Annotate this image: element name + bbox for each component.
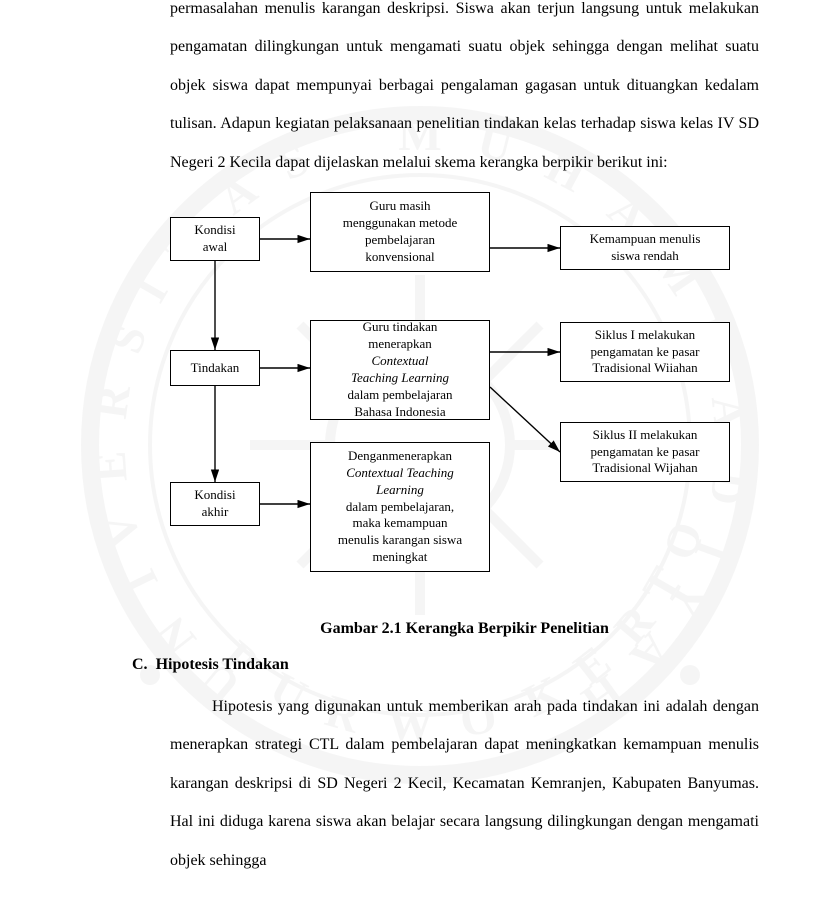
node-text: dalam pembelajaran, [346, 499, 454, 516]
node-text: Kemampuan menulis [590, 231, 701, 248]
node-text: maka kemampuan [353, 515, 448, 532]
figure-caption: Gambar 2.1 Kerangka Berpikir Penelitian [170, 620, 759, 638]
page-content: permasalahan menulis karangan deskripsi.… [0, 0, 839, 880]
node-text: Contextual Teaching [346, 465, 454, 482]
node-text: pengamatan ke pasar [590, 344, 699, 361]
node-kondisi-awal: Kondisi awal [170, 217, 260, 261]
node-text: Bahasa Indonesia [354, 404, 445, 421]
node-text: dalam pembelajaran [347, 387, 452, 404]
node-text: Tradisional Wiiahan [592, 360, 697, 377]
node-text: meningkat [373, 549, 428, 566]
node-text: siswa rendah [611, 248, 679, 265]
node-text: menggunakan metode [343, 215, 457, 232]
intro-paragraph: permasalahan menulis karangan deskripsi.… [170, 0, 759, 182]
node-text: Siklus I melakukan [595, 327, 695, 344]
node-kondisi-akhir: Kondisi akhir [170, 482, 260, 526]
node-kemampuan: Kemampuan menulis siswa rendah [560, 226, 730, 270]
node-text: Siklus II melakukan [593, 427, 698, 444]
node-text: Kondisi [194, 487, 235, 504]
node-guru-tindakan: Guru tindakan menerapkan Contextual Teac… [310, 320, 490, 420]
section-heading: C. Hipotesis Tindakan [132, 656, 759, 674]
node-tindakan: Tindakan [170, 350, 260, 386]
node-dengan: Denganmenerapkan Contextual Teaching Lea… [310, 442, 490, 572]
section-title: Hipotesis Tindakan [156, 656, 289, 673]
node-text: Teaching Learning [351, 370, 449, 387]
node-text: pengamatan ke pasar [590, 444, 699, 461]
node-text: Learning [376, 482, 424, 499]
node-siklus-2: Siklus II melakukan pengamatan ke pasar … [560, 422, 730, 482]
node-text: Denganmenerapkan [348, 448, 452, 465]
hypothesis-paragraph: Hipotesis yang digunakan untuk memberika… [170, 688, 759, 880]
node-guru-masih: Guru masih menggunakan metode pembelajar… [310, 192, 490, 272]
node-text: konvensional [365, 249, 434, 266]
node-text: Guru masih [369, 198, 430, 215]
node-text: akhir [202, 504, 229, 521]
node-text: Kondisi [194, 222, 235, 239]
section-letter: C. [132, 656, 148, 673]
node-text: pembelajaran [365, 232, 435, 249]
node-text: Tradisional Wijahan [592, 460, 697, 477]
node-text: awal [203, 239, 228, 256]
node-text: menulis karangan siswa [338, 532, 462, 549]
node-text: Guru tindakan [363, 319, 438, 336]
framework-diagram: Kondisi awal Guru masih menggunakan meto… [160, 192, 760, 602]
node-siklus-1: Siklus I melakukan pengamatan ke pasar T… [560, 322, 730, 382]
node-text: Tindakan [191, 360, 240, 377]
node-text: menerapkan Contextual [368, 336, 432, 370]
